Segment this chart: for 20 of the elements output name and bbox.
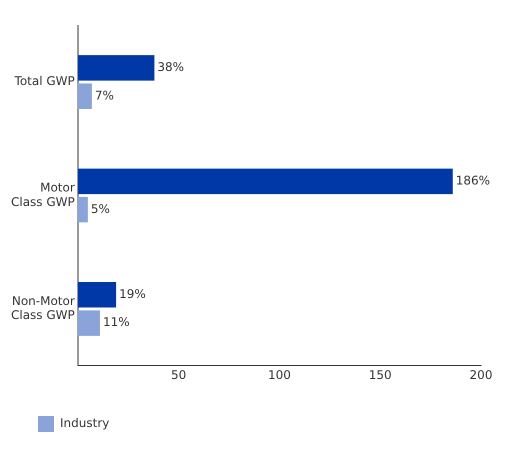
bar (78, 84, 92, 110)
x-tick-label: 200 (470, 368, 492, 382)
data-label: 38% (157, 60, 184, 74)
data-label: 7% (94, 88, 114, 102)
x-tick-label: 50 (170, 368, 186, 382)
data-label: 11% (102, 315, 130, 330)
x-tick-label: 150 (368, 368, 392, 382)
bar (78, 196, 88, 222)
y-tick-label: Non-Motor Class GWP (10, 294, 75, 322)
bar (78, 310, 100, 336)
y-tick-label: Total GWP (14, 74, 75, 88)
data-label: 186% (456, 173, 490, 188)
bar (78, 55, 154, 81)
bar (78, 168, 453, 194)
data-label: 19% (119, 286, 146, 301)
x-tick-label: 100 (268, 368, 291, 382)
legend-label: Industry (60, 416, 110, 430)
y-tick-label: Motor Class GWP (10, 180, 75, 209)
data-label: 5% (90, 202, 110, 216)
bar (78, 282, 116, 308)
